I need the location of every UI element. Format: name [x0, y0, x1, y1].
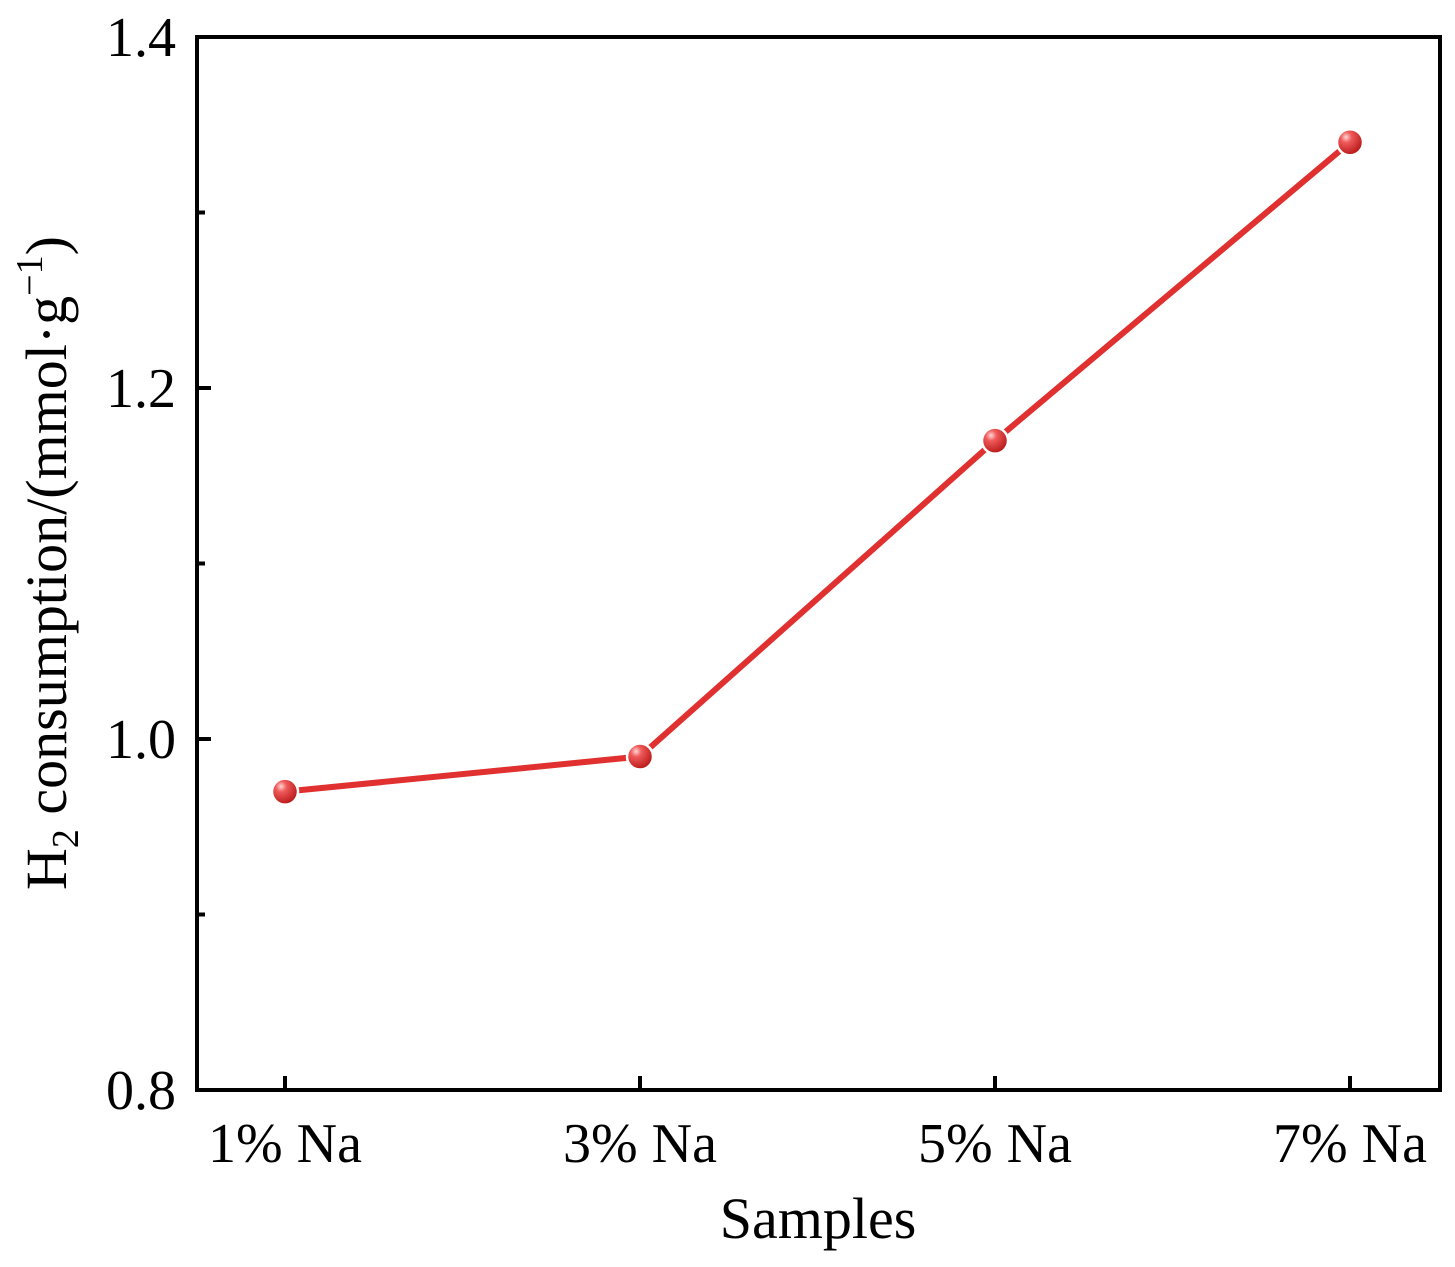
x-axis-ticks — [283, 1076, 1352, 1090]
y-axis-ticks — [197, 35, 211, 1092]
y-axis-title-close: ) — [14, 236, 79, 255]
data-point — [625, 742, 655, 771]
data-point — [1335, 128, 1365, 157]
y-axis-title-main: H — [14, 848, 79, 890]
y-tick-label: 0.8 — [106, 1060, 176, 1122]
x-tick-label: 5% Na — [918, 1113, 1072, 1175]
series-markers-group — [270, 128, 1365, 806]
plot-area — [195, 35, 1442, 1092]
x-tick-label: 7% Na — [1273, 1113, 1427, 1175]
y-axis-tick-labels: 0.8 1.0 1.2 1.4 — [106, 7, 176, 1122]
x-tick-label: 1% Na — [208, 1113, 362, 1175]
y-axis-title: H2 consumption/(mmol·g−1) — [9, 236, 87, 890]
plot-frame — [195, 35, 1442, 1092]
y-axis-title-superscript: −1 — [9, 255, 51, 295]
x-axis-title: Samples — [720, 1186, 917, 1251]
series-line — [282, 139, 1353, 795]
x-tick-label: 3% Na — [563, 1113, 717, 1175]
y-axis-title-subscript: 2 — [45, 829, 87, 848]
y-tick-label: 1.2 — [106, 358, 176, 420]
y-axis-title-rest: consumption/(mmol·g — [14, 296, 79, 829]
x-axis-tick-labels: 1% Na 3% Na 5% Na 7% Na — [208, 1113, 1427, 1175]
data-point — [270, 777, 300, 806]
y-tick-label: 1.4 — [106, 7, 176, 69]
series-line-group — [282, 139, 1353, 795]
y-tick-label: 1.0 — [106, 709, 176, 771]
data-point — [980, 426, 1010, 455]
